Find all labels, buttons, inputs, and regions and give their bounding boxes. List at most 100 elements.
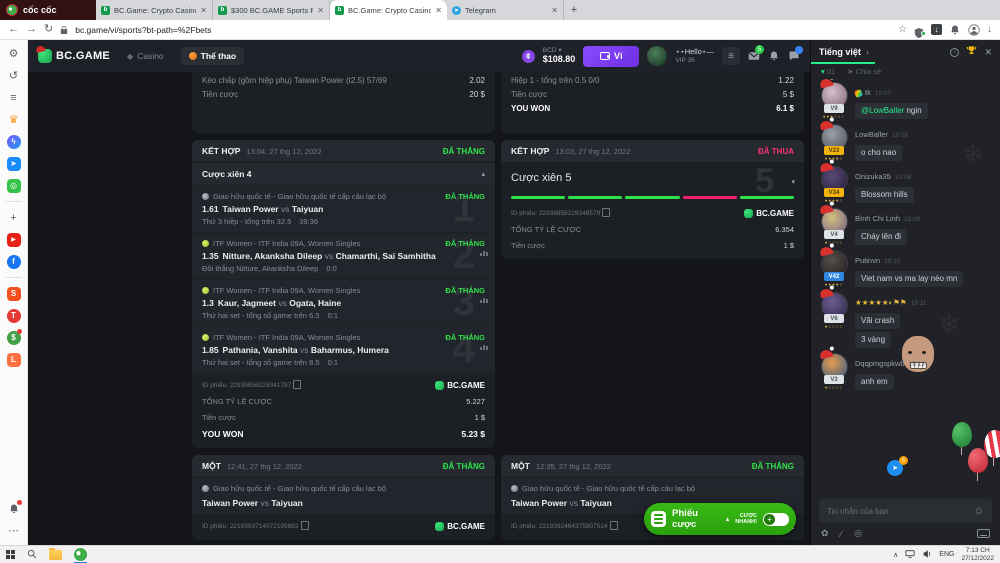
quick-bet-toggle[interactable] <box>763 512 789 526</box>
chat-message[interactable]: V9 ●●●○○○ tk 19:07 @LowBaller ngin <box>818 79 992 119</box>
new-tab-button[interactable]: + <box>570 4 578 16</box>
back-button[interactable]: ← <box>8 23 19 35</box>
chat-toggle-icon[interactable] <box>788 46 803 62</box>
tab-bcgame-active[interactable]: b BC.Game: Crypto Casino Gan ✕ <box>330 0 447 20</box>
bet-card-parlay-lost[interactable]: KẾT HỢP 13:03, 27 thg 12, 2022 ĐÃ THUA C… <box>501 140 804 259</box>
chat-message[interactable]: V3 ●○○○○ Dqqpmgspkwb 19:13 anh em <box>818 348 992 390</box>
chat-message[interactable]: V6 ●○○○○ ★★★★★◐⚑⚑ 19:11 Vãi crash 3 vàng <box>818 287 992 372</box>
wallet-button[interactable]: Ví <box>583 45 640 67</box>
chat-message[interactable]: V23 ●●●●○ LowBaller 19:08 o cho nao <box>818 119 992 161</box>
betslip-button[interactable]: Phiếu cược ▴ CƯỢC NHANH! <box>644 503 796 535</box>
shopee-icon[interactable]: S <box>6 286 21 301</box>
file-explorer-icon[interactable] <box>49 547 62 560</box>
rail-bell-icon[interactable] <box>6 500 22 516</box>
bet-list-button[interactable]: ≡ <box>722 47 740 65</box>
forward-button[interactable]: → <box>26 23 37 35</box>
bet-card-partial-left[interactable]: Kèo chấp (gồm hiệp phụ) Taiwan Power (t2… <box>192 72 495 133</box>
trophy-icon[interactable] <box>966 43 977 61</box>
chat-input[interactable] <box>827 506 968 516</box>
tab-close-icon[interactable]: ✕ <box>317 5 324 15</box>
start-button[interactable] <box>6 550 15 559</box>
keyboard-icon[interactable] <box>977 529 990 538</box>
more-icon[interactable]: ⋯ <box>8 525 19 537</box>
coin-drop-icon[interactable]: ◎ <box>854 528 862 538</box>
lazada-icon[interactable]: L <box>6 352 21 367</box>
chat-message[interactable]: V42 ●●●●○ Putinvn 19:10 Viet nam vs ma lay… <box>818 245 992 287</box>
download-tray-icon[interactable]: ↓ <box>987 23 992 35</box>
status-badge: ĐÃ THẮNG <box>442 462 485 471</box>
adblock-shield-icon[interactable] <box>914 25 926 38</box>
tiki-icon[interactable]: T <box>6 308 21 323</box>
tab-bcgame-2[interactable]: b $300 BC.GAME Sports Parlay ✕ <box>213 0 330 20</box>
bet-card-partial-right[interactable]: Hiệp 1 - tổng trên 0.5 0/0 1.22 Tiền cược… <box>501 72 804 133</box>
room-selector[interactable]: ▾ 01 <box>821 67 836 76</box>
download-manager-icon[interactable]: ↓ <box>931 24 942 35</box>
bet-card-single-left[interactable]: MỘT 12:41, 27 thg 12, 2022 ĐÃ THẮNG Giao… <box>192 455 495 540</box>
messenger-icon[interactable]: ϟ <box>6 134 21 149</box>
crown-icon[interactable]: ♛ <box>8 114 19 126</box>
coccoc-taskbar-icon[interactable] <box>74 548 87 563</box>
mail-icon[interactable]: 5 <box>748 45 764 62</box>
tab-bcgame-1[interactable]: b BC.Game: Crypto Casino Gan ✕ <box>96 0 213 20</box>
chevron-right-icon[interactable]: › <box>865 47 869 57</box>
bcgame-logo[interactable]: BC.GAME <box>38 49 110 63</box>
clock[interactable]: 7:13 CH 27/12/2022 <box>961 546 994 562</box>
copy-icon[interactable] <box>609 521 618 530</box>
bet-id: ID phiếu: 2219393714072195882 <box>202 523 299 530</box>
volume-icon[interactable] <box>922 546 932 563</box>
share-button[interactable]: ➤ Chia sẻ <box>847 67 882 76</box>
stats-icon[interactable] <box>480 345 488 350</box>
url-text[interactable]: bc.game/vi/sports?bt-path=%2Fbets <box>75 24 212 35</box>
promo-icon[interactable]: $ <box>6 329 22 345</box>
chat-message[interactable]: V4 ●○○○○ Bình Chi Linh 19:09 Cháy lên đi <box>818 203 992 245</box>
chat-message[interactable]: V34 ●●●●○ Onizuka35 19:08 Blossom hills <box>818 161 992 203</box>
search-icon[interactable] <box>27 546 37 563</box>
tab-telegram[interactable]: ➤ Telegram ✕ <box>447 0 564 20</box>
copy-icon[interactable] <box>293 380 302 389</box>
chat-language[interactable]: Tiếng việt <box>819 47 861 57</box>
emoji-icon[interactable]: ☺ <box>973 505 984 517</box>
history-icon[interactable]: ↺ <box>8 70 19 82</box>
rain-icon[interactable]: ✿ <box>821 528 829 538</box>
avatar[interactable] <box>647 46 668 66</box>
refresh-button[interactable]: ↻ <box>44 23 54 35</box>
youtube-icon[interactable]: ▶ <box>6 232 21 247</box>
tab-close-icon[interactable]: ✕ <box>551 5 558 15</box>
bcgame-watermark: BC.GAME <box>744 209 794 218</box>
expand-icon[interactable]: ▾ <box>791 179 795 186</box>
profile-icon[interactable] <box>968 23 980 36</box>
parlay-title-row[interactable]: Cược xiên 5 5 ▾ <box>511 162 795 200</box>
gear-icon[interactable]: ⚙ <box>8 48 19 60</box>
bet-card-parlay-won[interactable]: KẾT HỢP 13:04, 27 thg 12, 2022 ĐÃ THẮNG … <box>192 140 495 448</box>
bookmark-star-icon[interactable]: ☆ <box>898 23 907 35</box>
network-icon[interactable] <box>905 546 915 563</box>
nav-tab-casino[interactable]: ◆ Casino <box>127 51 164 61</box>
facebook-icon[interactable]: f <box>6 254 21 269</box>
collapse-icon[interactable]: ▴ <box>481 171 485 178</box>
copy-icon[interactable] <box>602 208 611 217</box>
campaign-bell-icon[interactable] <box>949 24 961 36</box>
scroll-to-bottom-button[interactable]: ➤ 5 <box>887 456 908 476</box>
rules-icon[interactable]: ⁄ <box>840 528 843 539</box>
info-icon[interactable]: i <box>950 47 960 57</box>
copy-icon[interactable] <box>300 521 309 530</box>
newsfeed-icon[interactable]: ≡ <box>10 91 17 104</box>
hidden-icons-chevron[interactable]: ∧ <box>893 551 899 559</box>
stats-icon[interactable] <box>480 298 488 303</box>
parlay-title-row[interactable]: Cược xiên 4 ▴ <box>192 162 495 185</box>
bell-icon[interactable] <box>768 50 780 62</box>
tab-close-icon[interactable]: ✕ <box>200 5 207 15</box>
games-icon[interactable]: ◎ <box>6 178 21 193</box>
balance-selector[interactable]: BCD ▾ $108.80 <box>542 47 576 64</box>
chat-input-box[interactable]: ☺ <box>819 499 992 523</box>
stats-icon[interactable] <box>480 251 488 256</box>
add-shortcut-icon[interactable]: + <box>10 211 17 224</box>
user-block[interactable]: ⋆⋆Hello⋆— VIP 36 <box>675 47 714 64</box>
close-icon[interactable]: ✕ <box>984 46 992 57</box>
nav-tab-sports[interactable]: Thể thao <box>180 47 245 65</box>
vip-badge: V3 <box>824 375 844 384</box>
language-indicator[interactable]: ENG <box>939 551 955 558</box>
tab-close-icon[interactable]: ✕ <box>435 5 442 15</box>
card-footer: ID phiếu: 22939858228348579 BC.GAME TỔNG… <box>511 208 794 250</box>
chat-app-icon[interactable]: ➤ <box>6 156 21 171</box>
